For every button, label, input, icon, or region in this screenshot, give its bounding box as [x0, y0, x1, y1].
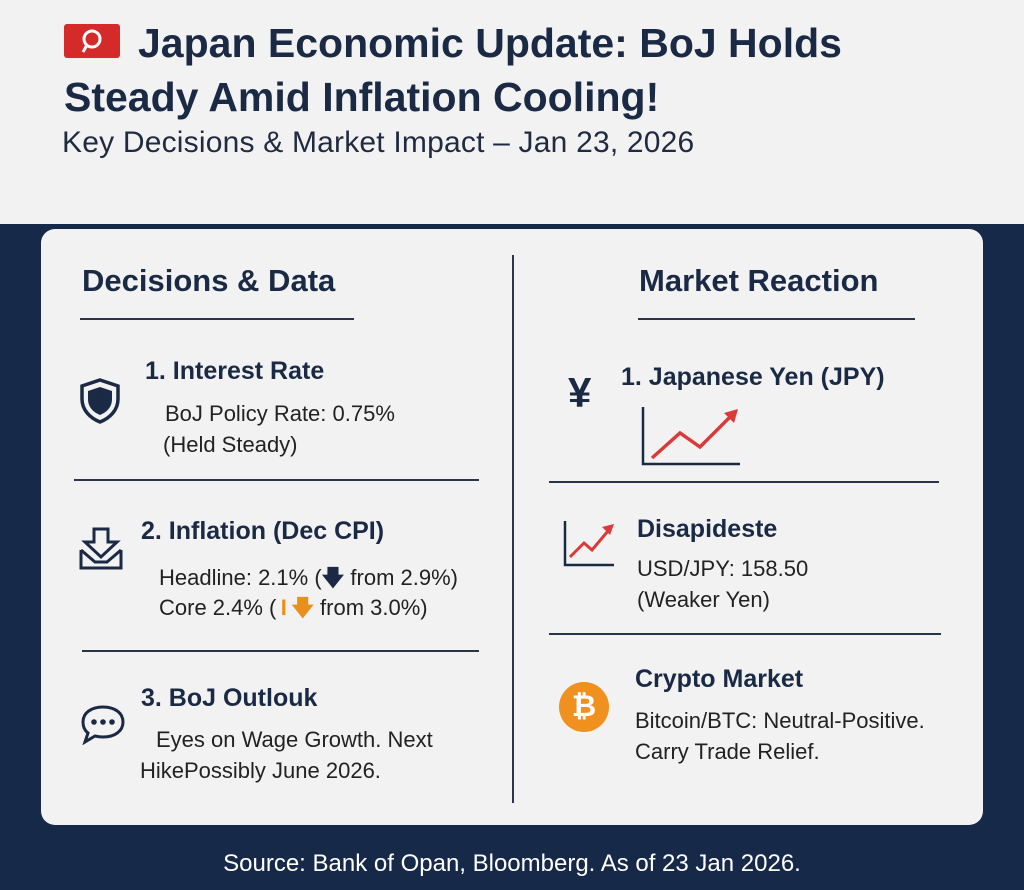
core-cpi-prev: from 3.0%) — [313, 595, 428, 620]
page-title: Japan Economic Update: BoJ Holds Steady … — [64, 20, 842, 120]
interest-rate-title: 1. Interest Rate — [145, 357, 325, 385]
crypto-line-2: Carry Trade Relief. — [635, 739, 820, 764]
outlook-line-1: Eyes on Wage Growth. Next — [156, 727, 433, 752]
trend-up-chart-icon — [640, 405, 742, 472]
download-tray-icon — [77, 526, 125, 577]
right-column-heading: Market Reaction — [639, 263, 879, 298]
usdjpy-title: Disapideste — [637, 515, 778, 543]
core-cpi-text: Core 2.4% ( — [159, 595, 277, 620]
source-footer: Source: Bank of Opan, Bloomberg. As of 2… — [223, 850, 801, 877]
right-heading-underline — [638, 318, 915, 320]
left-separator-2 — [82, 650, 479, 652]
outlook-title: 3. BoJ Outlouk — [141, 684, 318, 712]
content-card: Decisions & Data 1. Interest Rate BoJ Po… — [41, 229, 983, 825]
chat-bubble-icon — [79, 703, 127, 750]
header: Japan Economic Update: BoJ Holds Steady … — [0, 0, 1024, 224]
japan-flag-icon — [64, 24, 120, 58]
policy-rate-value: BoJ Policy Rate: 0.75% — [165, 401, 395, 426]
headline-cpi: Headline: 2.1% (🡇 from 2.9%) — [159, 561, 458, 599]
crypto-title: Crypto Market — [635, 665, 804, 693]
arrow-down-icon: 🡇 — [321, 565, 345, 590]
core-cpi: Core 2.4% ( I 🡇 from 3.0%) — [159, 591, 428, 629]
right-separator-2 — [549, 633, 941, 635]
shield-icon — [77, 377, 123, 430]
policy-rate-status: (Held Steady) — [163, 432, 298, 457]
headline-cpi-prev: from 2.9%) — [344, 565, 458, 590]
left-heading-underline — [80, 318, 354, 320]
right-separator-1 — [549, 481, 939, 483]
column-divider — [512, 255, 514, 803]
left-column-heading: Decisions & Data — [82, 263, 336, 298]
headline-cpi-text: Headline: 2.1% ( — [159, 565, 322, 590]
crypto-line-1: Bitcoin/BTC: Neutral-Positive. — [635, 708, 925, 733]
yen-title: 1. Japanese Yen (JPY) — [621, 363, 885, 391]
bitcoin-icon: ₿ — [559, 682, 609, 732]
inflation-title: 2. Inflation (Dec CPI) — [141, 517, 385, 545]
outlook-line-2: HikePossibly June 2026. — [140, 758, 381, 783]
small-trend-chart-icon — [562, 519, 616, 574]
i-beam-icon: I — [276, 595, 292, 620]
left-separator-1 — [74, 479, 479, 481]
yen-icon: ¥ — [568, 369, 592, 416]
page-subtitle: Key Decisions & Market Impact – Jan 23, … — [62, 126, 695, 159]
arrow-down-orange-icon: 🡇 — [291, 595, 314, 620]
usdjpy-rate: USD/JPY: 158.50 — [637, 556, 809, 581]
usdjpy-note: (Weaker Yen) — [637, 587, 770, 612]
